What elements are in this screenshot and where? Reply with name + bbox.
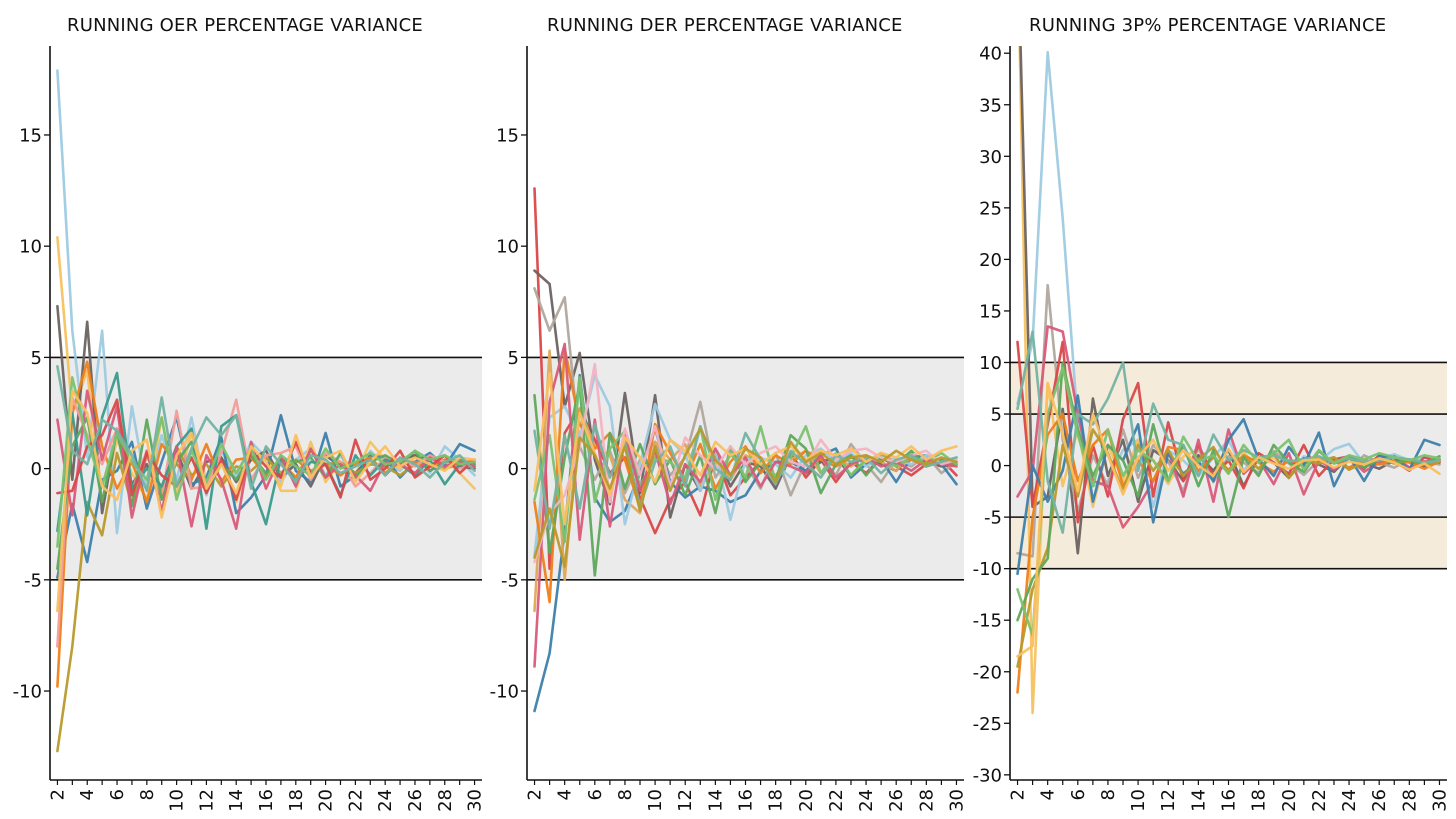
x-tick-label: 18 bbox=[286, 789, 307, 812]
y-tick-label: -20 bbox=[973, 662, 1002, 683]
y-tick-label: 10 bbox=[979, 353, 1002, 374]
x-tick-label: 6 bbox=[585, 789, 606, 800]
y-tick-label: 0 bbox=[508, 459, 519, 480]
y-tick-label: 5 bbox=[508, 348, 519, 369]
x-tick-label: 22 bbox=[345, 789, 366, 812]
series-line-s2 bbox=[1018, 46, 1441, 715]
x-tick-label: 6 bbox=[1068, 789, 1089, 800]
x-tick-label: 30 bbox=[946, 789, 967, 812]
x-tick-label: 12 bbox=[196, 789, 217, 812]
chart-title-oer: RUNNING OER PERCENTAGE VARIANCE bbox=[67, 15, 423, 36]
x-tick-label: 14 bbox=[705, 789, 726, 812]
x-tick-label: 20 bbox=[1279, 789, 1300, 812]
series-line-s12 bbox=[1016, 366, 1441, 638]
x-tick-label: 26 bbox=[886, 789, 907, 812]
y-tick-label: 25 bbox=[979, 198, 1002, 219]
x-tick-label: 6 bbox=[107, 789, 128, 800]
x-tick-label: 2 bbox=[47, 789, 68, 800]
x-tick-label: 12 bbox=[1158, 789, 1179, 812]
y-tick-label: -10 bbox=[490, 682, 519, 703]
series-line-s14 bbox=[533, 427, 958, 568]
x-tick-label: 4 bbox=[77, 789, 98, 800]
x-tick-label: 2 bbox=[525, 789, 546, 800]
x-tick-label: 22 bbox=[1309, 789, 1330, 812]
x-tick-label: 30 bbox=[465, 789, 486, 812]
y-tick-label: 0 bbox=[991, 456, 1002, 477]
y-tick-label: 10 bbox=[496, 237, 519, 258]
y-tick-label: 10 bbox=[19, 237, 42, 258]
series-line-s14 bbox=[56, 364, 476, 493]
series-line-s12 bbox=[533, 422, 958, 531]
x-tick-label: 28 bbox=[1399, 789, 1420, 812]
x-tick-label: 28 bbox=[435, 789, 456, 812]
y-tick-label: 15 bbox=[19, 125, 42, 146]
x-tick-label: 30 bbox=[1429, 789, 1450, 812]
x-tick-label: 4 bbox=[555, 789, 576, 800]
x-tick-label: 10 bbox=[167, 789, 188, 812]
x-tick-label: 20 bbox=[316, 789, 337, 812]
x-tick-label: 26 bbox=[405, 789, 426, 812]
x-tick-label: 10 bbox=[645, 789, 666, 812]
y-tick-label: 40 bbox=[979, 44, 1002, 65]
chart-title-3p: RUNNING 3P% PERCENTAGE VARIANCE bbox=[1029, 15, 1387, 36]
x-tick-label: 16 bbox=[1219, 789, 1240, 812]
series-line-s10 bbox=[56, 389, 476, 531]
x-tick-label: 22 bbox=[826, 789, 847, 812]
series-line-s13 bbox=[56, 389, 476, 613]
y-tick-label: -5 bbox=[501, 570, 519, 591]
y-tick-label: -15 bbox=[973, 611, 1002, 632]
y-tick-label: 5 bbox=[991, 405, 1002, 426]
y-tick-label: -5 bbox=[24, 570, 42, 591]
series-line-s13 bbox=[1016, 381, 1441, 658]
y-tick-label: -10 bbox=[973, 559, 1002, 580]
y-tick-label: 15 bbox=[979, 301, 1002, 322]
x-tick-label: 14 bbox=[226, 789, 247, 812]
x-tick-label: 16 bbox=[256, 789, 277, 812]
x-tick-label: 28 bbox=[916, 789, 937, 812]
y-tick-label: -25 bbox=[973, 714, 1002, 735]
series-line-s12 bbox=[56, 376, 476, 548]
x-tick-label: 18 bbox=[1249, 789, 1270, 812]
y-tick-label: 30 bbox=[979, 147, 1002, 168]
y-tick-label: -10 bbox=[13, 682, 42, 703]
y-tick-label: 20 bbox=[979, 250, 1002, 271]
series-line-s10 bbox=[533, 342, 958, 668]
x-tick-label: 24 bbox=[1339, 789, 1360, 812]
y-tick-label: 15 bbox=[496, 125, 519, 146]
chart-title-der: RUNNING DER PERCENTAGE VARIANCE bbox=[547, 15, 903, 36]
x-tick-label: 4 bbox=[1038, 789, 1059, 800]
x-tick-label: 8 bbox=[615, 789, 636, 800]
y-tick-label: -30 bbox=[973, 765, 1002, 786]
x-tick-label: 10 bbox=[1128, 789, 1149, 812]
x-tick-label: 24 bbox=[375, 789, 396, 812]
x-tick-label: 8 bbox=[1098, 789, 1119, 800]
series-line-s10 bbox=[1016, 361, 1441, 622]
x-tick-label: 2 bbox=[1008, 789, 1029, 800]
x-tick-label: 26 bbox=[1369, 789, 1390, 812]
y-tick-label: 5 bbox=[31, 348, 42, 369]
x-tick-label: 20 bbox=[796, 789, 817, 812]
y-tick-label: -5 bbox=[984, 508, 1002, 529]
y-tick-label: 0 bbox=[31, 459, 42, 480]
x-tick-label: 12 bbox=[675, 789, 696, 812]
x-tick-label: 18 bbox=[766, 789, 787, 812]
x-tick-label: 8 bbox=[137, 789, 158, 800]
x-tick-label: 16 bbox=[736, 789, 757, 812]
x-tick-label: 24 bbox=[856, 789, 877, 812]
x-tick-label: 14 bbox=[1188, 789, 1209, 812]
y-tick-label: 35 bbox=[979, 95, 1002, 116]
